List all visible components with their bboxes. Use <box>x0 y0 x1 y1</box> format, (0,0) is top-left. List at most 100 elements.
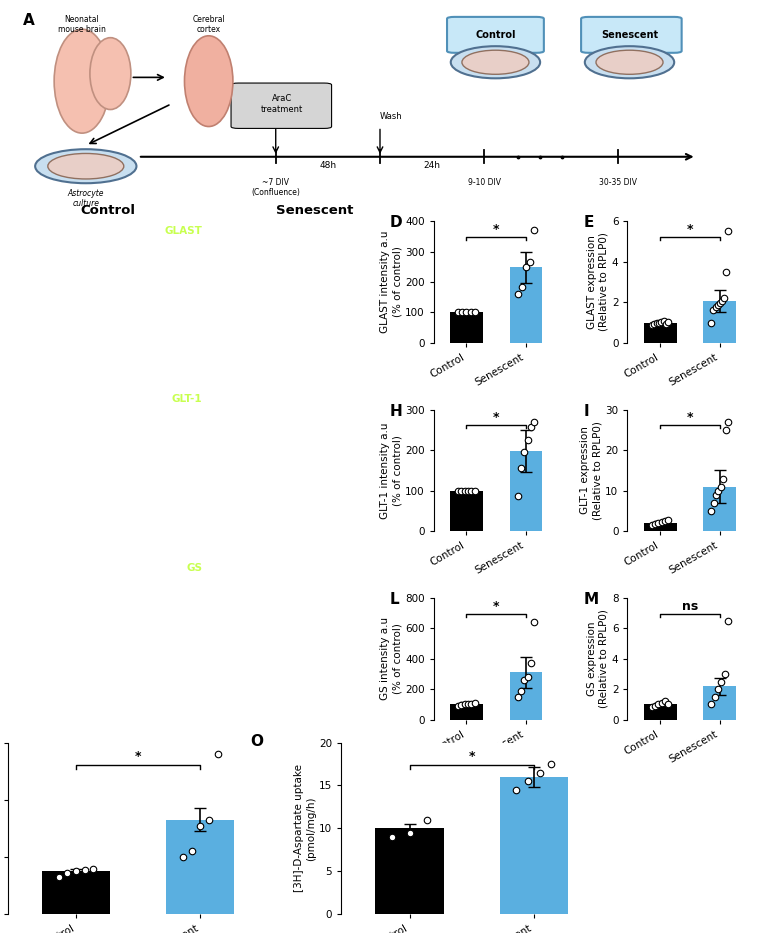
Point <box>719 666 731 681</box>
Y-axis label: GS intensity a.u
(% of control): GS intensity a.u (% of control) <box>380 618 402 701</box>
Point <box>185 843 198 858</box>
Text: H: H <box>390 404 403 419</box>
Point <box>649 517 661 532</box>
Point <box>459 697 471 712</box>
Point <box>717 291 730 306</box>
Point <box>469 695 481 710</box>
Y-axis label: GLAST intensity a.u
(% of control): GLAST intensity a.u (% of control) <box>380 230 402 333</box>
Point <box>711 298 724 313</box>
Point <box>722 224 734 239</box>
Point <box>660 316 672 331</box>
Text: F: F <box>14 395 24 410</box>
Point <box>510 782 522 797</box>
Point <box>404 826 416 841</box>
Bar <box>644 704 676 719</box>
Text: AraC
treatment: AraC treatment <box>261 94 302 114</box>
Point <box>528 223 540 238</box>
Point <box>663 512 675 527</box>
Point <box>712 682 724 697</box>
Point <box>710 487 722 502</box>
Point <box>515 683 527 698</box>
Ellipse shape <box>54 29 110 133</box>
Text: O: O <box>250 734 263 749</box>
Point <box>469 305 481 320</box>
Text: *: * <box>493 411 499 425</box>
Text: D: D <box>390 216 403 230</box>
Y-axis label: [3H]-D-Aspartate uptake
(pmol/mg/h): [3H]-D-Aspartate uptake (pmol/mg/h) <box>293 764 316 893</box>
Point <box>722 414 734 429</box>
Text: K: K <box>220 563 233 578</box>
Y-axis label: GLT-1 expression
(Relative to RPLP0): GLT-1 expression (Relative to RPLP0) <box>580 421 603 520</box>
Point <box>465 483 477 498</box>
Text: Neonatal
mouse brain: Neonatal mouse brain <box>59 15 106 35</box>
Point <box>534 765 546 780</box>
Ellipse shape <box>584 47 674 78</box>
Text: E: E <box>584 216 594 230</box>
Text: Senescent: Senescent <box>601 30 658 40</box>
Point <box>659 694 671 709</box>
Point <box>452 699 464 714</box>
Point <box>386 829 398 844</box>
Text: Wash: Wash <box>380 112 403 121</box>
Point <box>203 813 215 828</box>
Point <box>720 264 732 279</box>
Text: 30-35 DIV: 30-35 DIV <box>600 177 638 187</box>
Ellipse shape <box>35 149 137 183</box>
Point <box>528 615 540 630</box>
Text: Control: Control <box>81 204 135 217</box>
Point <box>177 850 189 865</box>
Point <box>511 689 524 704</box>
Point <box>649 699 661 714</box>
Text: I: I <box>584 404 589 419</box>
Point <box>62 866 74 881</box>
Point <box>714 296 726 311</box>
Point <box>511 488 524 503</box>
Text: ~7 DIV
(Confluence): ~7 DIV (Confluence) <box>252 177 300 197</box>
Text: G: G <box>220 395 233 410</box>
Point <box>456 305 468 320</box>
Ellipse shape <box>462 50 529 75</box>
Point <box>705 697 717 712</box>
Point <box>652 697 664 712</box>
Text: Astrocyte
culture: Astrocyte culture <box>68 188 104 208</box>
Y-axis label: GLAST expression
(Relative to RPLP0): GLAST expression (Relative to RPLP0) <box>587 232 609 331</box>
Bar <box>499 777 568 914</box>
Text: GS: GS <box>186 563 202 573</box>
Bar <box>166 820 234 914</box>
Point <box>648 316 660 331</box>
Point <box>421 813 433 828</box>
Y-axis label: GS expression
(Relative to RPLP0): GS expression (Relative to RPLP0) <box>587 609 609 708</box>
Bar <box>510 268 543 342</box>
Point <box>462 697 474 712</box>
Bar <box>450 313 483 342</box>
Ellipse shape <box>596 50 663 75</box>
Bar <box>510 452 543 531</box>
FancyBboxPatch shape <box>581 17 682 53</box>
Bar <box>644 523 676 531</box>
Point <box>663 314 675 329</box>
Point <box>653 315 665 330</box>
Point <box>452 305 464 320</box>
FancyBboxPatch shape <box>447 17 544 53</box>
Bar <box>450 704 483 719</box>
Ellipse shape <box>90 37 131 109</box>
Point <box>712 483 724 498</box>
Point <box>211 746 223 761</box>
Point <box>722 613 734 628</box>
Point <box>521 433 534 448</box>
Point <box>462 483 474 498</box>
Text: Cerebral
cortex: Cerebral cortex <box>192 15 225 35</box>
Point <box>646 317 658 332</box>
Point <box>652 516 664 531</box>
Point <box>521 670 534 685</box>
Ellipse shape <box>451 47 540 78</box>
Point <box>455 698 467 713</box>
Point <box>455 483 467 498</box>
Bar <box>42 871 110 914</box>
Point <box>651 315 663 330</box>
Point <box>515 461 527 476</box>
Point <box>78 862 90 877</box>
Bar <box>703 487 736 531</box>
Point <box>518 445 530 460</box>
Point <box>656 695 668 710</box>
